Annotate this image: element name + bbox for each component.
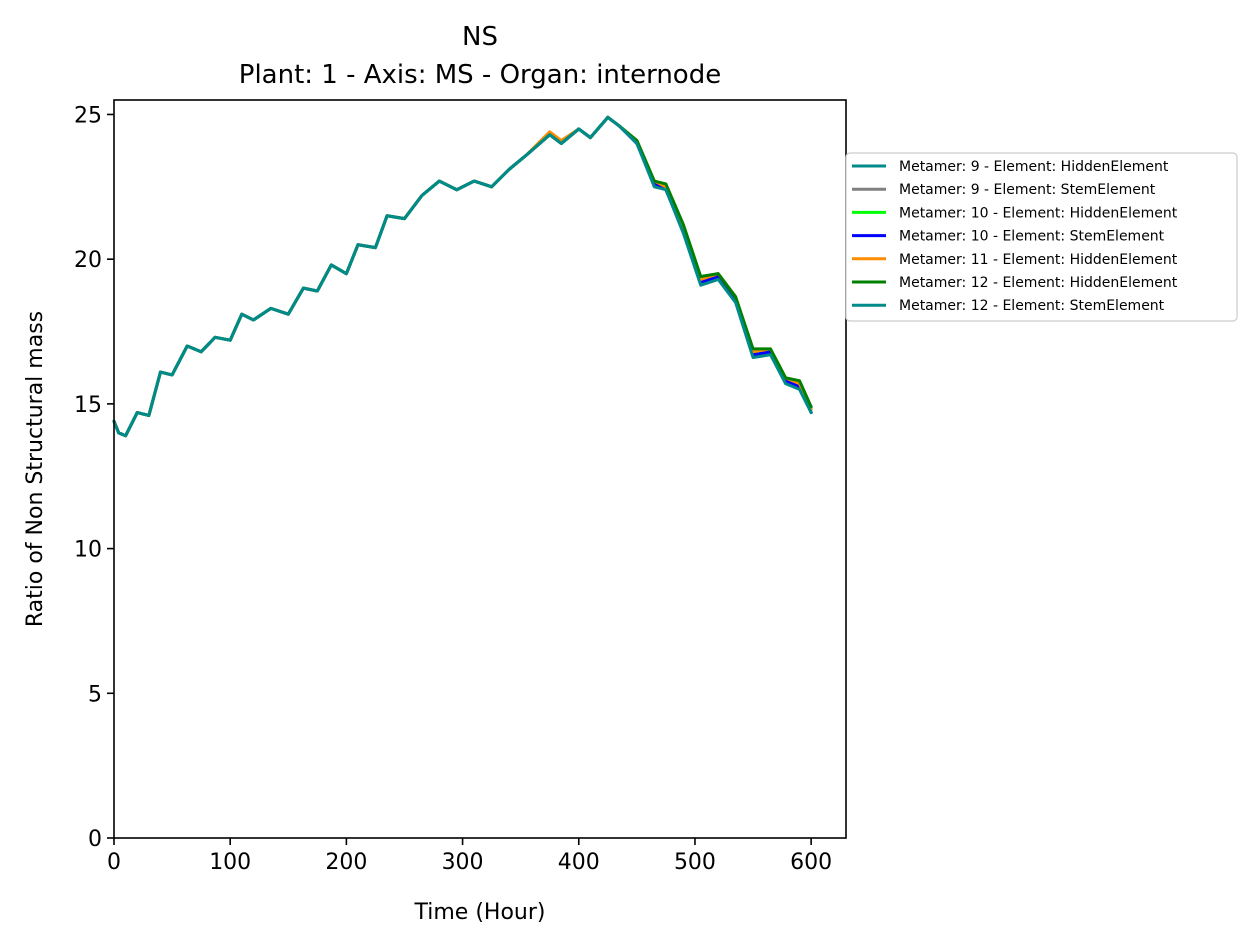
legend-label: Metamer: 9 - Element: HiddenElement bbox=[899, 159, 1169, 175]
chart-subtitle: Plant: 1 - Axis: MS - Organ: internode bbox=[239, 60, 721, 90]
x-tick-label: 400 bbox=[558, 850, 600, 875]
x-tick-label: 200 bbox=[325, 850, 367, 875]
x-axis-label: Time (Hour) bbox=[414, 900, 546, 925]
y-tick-label: 10 bbox=[74, 538, 102, 563]
legend-items: Metamer: 9 - Element: HiddenElement Metam… bbox=[852, 159, 1178, 314]
y-tick-label: 20 bbox=[74, 248, 102, 273]
plot-background bbox=[114, 100, 846, 838]
y-tick-label: 25 bbox=[74, 103, 102, 128]
legend-label: Metamer: 12 - Element: HiddenElement bbox=[899, 275, 1178, 291]
y-tick-label: 5 bbox=[88, 682, 102, 707]
x-tick-label: 600 bbox=[790, 850, 832, 875]
series-line-7 bbox=[112, 115, 813, 438]
x-tick-label: 500 bbox=[674, 850, 716, 875]
legend-label: Metamer: 9 - Element: StemElement bbox=[899, 182, 1156, 198]
legend-label: Metamer: 10 - Element: HiddenElement bbox=[899, 205, 1178, 221]
plot-area bbox=[112, 99, 847, 839]
x-tick-label: 300 bbox=[442, 850, 484, 875]
y-tick-label: 0 bbox=[88, 827, 102, 852]
legend-label: Metamer: 11 - Element: HiddenElement bbox=[899, 252, 1178, 268]
y-tick-label: 15 bbox=[74, 393, 102, 418]
x-axis-ticks: 0 100 200 300 400 500 600 bbox=[107, 838, 832, 875]
y-axis-ticks: 0 5 10 15 20 25 bbox=[74, 103, 114, 852]
x-tick-label: 100 bbox=[209, 850, 251, 875]
legend-frame bbox=[845, 152, 1238, 322]
legend: Metamer: 9 - Element: HiddenElement Metam… bbox=[845, 152, 1238, 322]
y-axis-label: Ratio of Non Structural mass bbox=[23, 311, 48, 627]
series-layer bbox=[112, 115, 813, 438]
plot-frame bbox=[113, 99, 847, 839]
legend-label: Metamer: 12 - Element: StemElement bbox=[899, 298, 1165, 314]
chart-title: NS bbox=[462, 22, 498, 52]
x-tick-label: 0 bbox=[107, 850, 121, 875]
legend-label: Metamer: 10 - Element: StemElement bbox=[899, 229, 1165, 245]
